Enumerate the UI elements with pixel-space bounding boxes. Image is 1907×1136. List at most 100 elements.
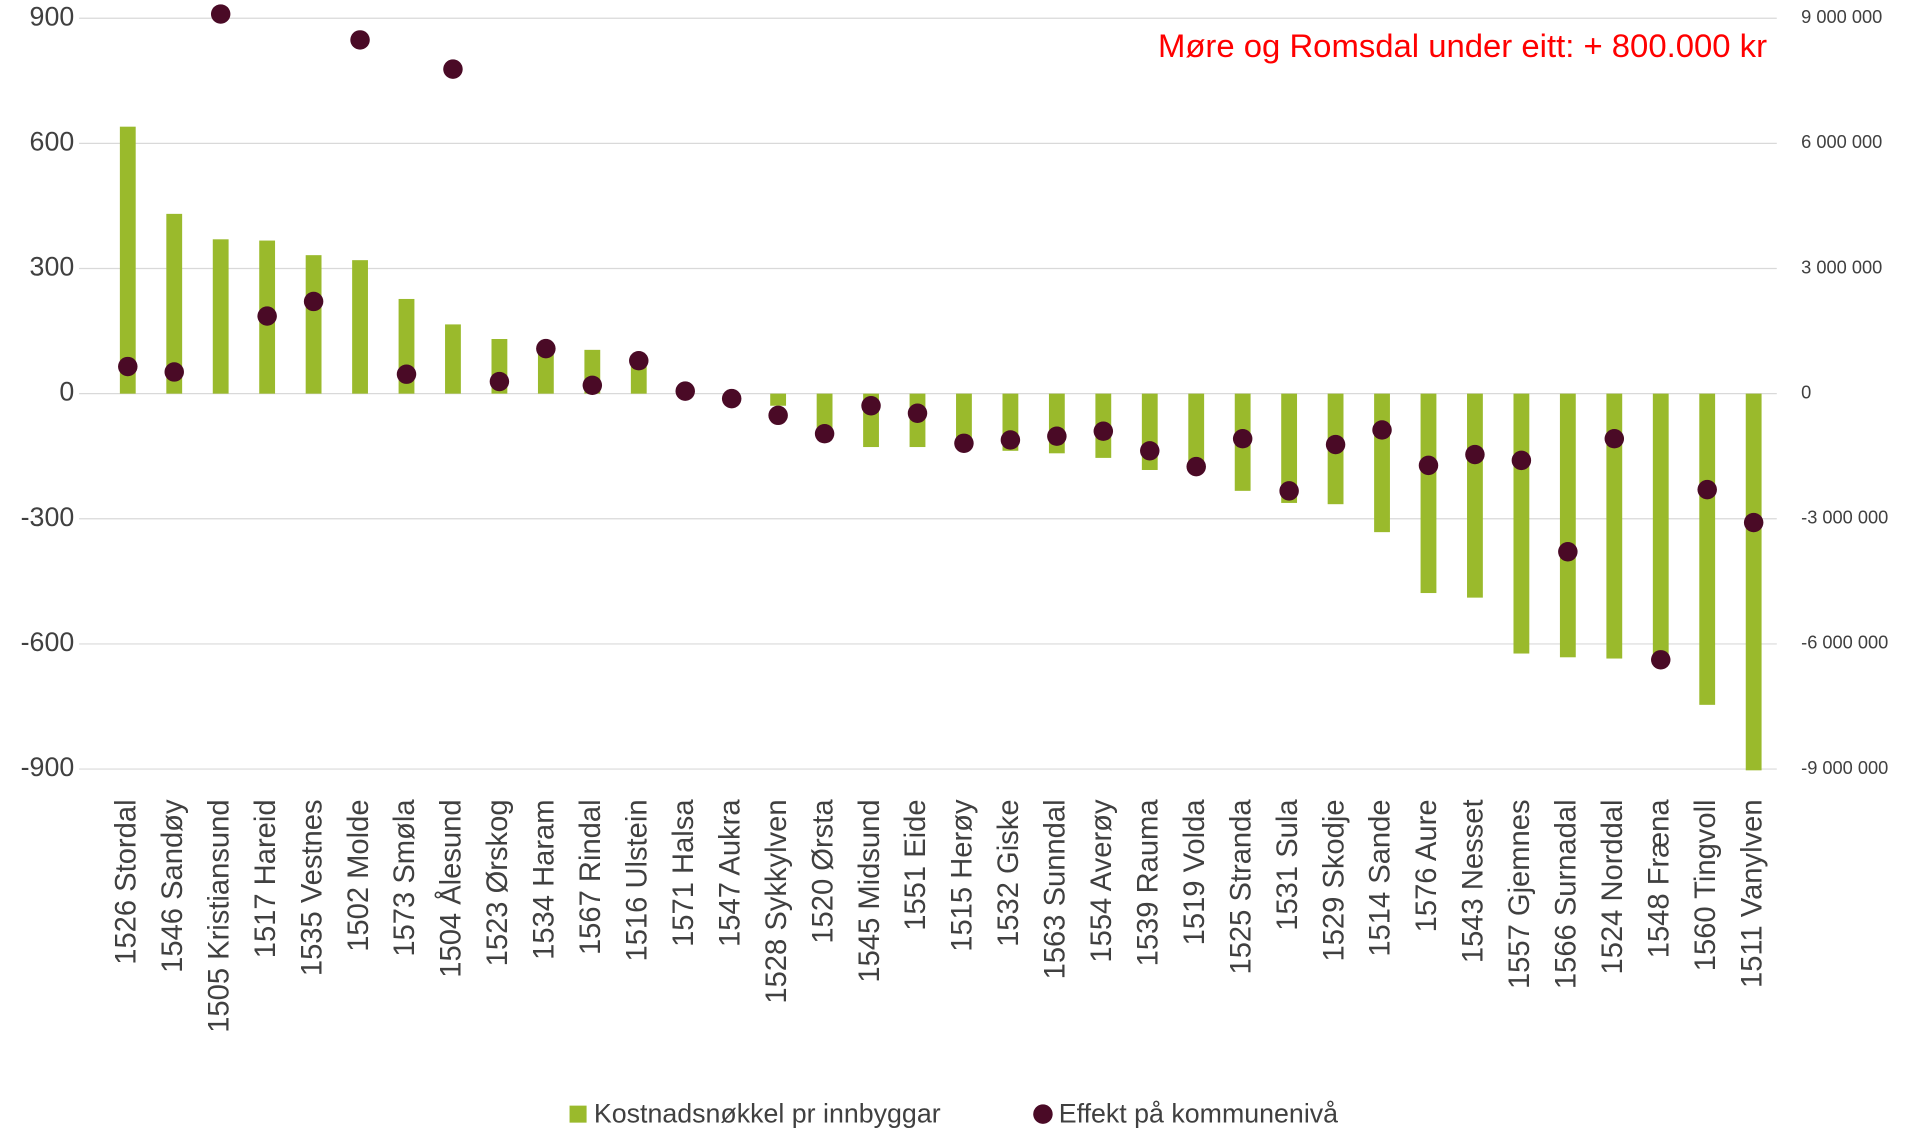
annotation: Møre og Romsdal under eitt: + 800.000 kr bbox=[1158, 27, 1767, 64]
dot bbox=[1140, 441, 1160, 461]
x-tick-label: 1576 Aure bbox=[1411, 799, 1443, 932]
dot bbox=[396, 364, 417, 384]
dot bbox=[675, 381, 695, 401]
x-tick-label: 1519 Volda bbox=[1179, 799, 1211, 946]
y-tick-label: -900 bbox=[21, 752, 75, 782]
dot bbox=[1000, 430, 1021, 450]
dot bbox=[1186, 456, 1206, 477]
dot bbox=[629, 350, 649, 371]
legend-label: Kostnadsnøkkel pr innbyggar bbox=[594, 1098, 941, 1128]
y-tick-label: 900 bbox=[30, 1, 75, 31]
x-tick-label: 1531 Sula bbox=[1272, 799, 1304, 931]
dot bbox=[210, 4, 231, 24]
x-tick-label: 1546 Sandøy bbox=[157, 799, 189, 973]
y2-tick-label: 3 000 000 bbox=[1801, 256, 1882, 277]
dot bbox=[1325, 434, 1346, 455]
x-tick-label: 1535 Vestnes bbox=[296, 799, 328, 976]
bar bbox=[1559, 393, 1576, 658]
bar bbox=[1513, 393, 1530, 654]
dot bbox=[1651, 650, 1671, 670]
dot bbox=[1465, 444, 1485, 465]
bar bbox=[1606, 393, 1623, 659]
bar bbox=[1188, 393, 1205, 471]
x-tick-label: 1529 Skodje bbox=[1318, 799, 1350, 961]
dot bbox=[257, 306, 277, 326]
dot bbox=[118, 356, 138, 377]
x-tick-label: 1551 Eide bbox=[900, 799, 932, 930]
bar bbox=[445, 324, 461, 394]
dot bbox=[1232, 428, 1253, 449]
bar bbox=[119, 126, 136, 394]
bar bbox=[1420, 393, 1437, 594]
x-tick-label: 1534 Haram bbox=[529, 799, 561, 959]
bar bbox=[166, 213, 183, 394]
x-tick-label: 1532 Giske bbox=[993, 799, 1025, 946]
bar bbox=[1281, 393, 1298, 503]
x-tick-label: 1548 Fræna bbox=[1643, 799, 1675, 959]
dot bbox=[303, 291, 324, 312]
x-tick-label: 1502 Molde bbox=[343, 799, 375, 951]
y-tick-label: -300 bbox=[21, 502, 75, 532]
y2-tick-label: -6 000 000 bbox=[1801, 632, 1888, 653]
x-tick-label: 1526 Stordal bbox=[110, 799, 142, 964]
x-tick-label: 1539 Rauma bbox=[1132, 799, 1164, 967]
bar bbox=[352, 260, 368, 394]
legend-swatch bbox=[569, 1105, 587, 1123]
dot bbox=[1418, 455, 1439, 476]
dot bbox=[1558, 542, 1578, 562]
dot bbox=[954, 433, 974, 454]
x-tick-label: 1545 Midsund bbox=[854, 799, 886, 982]
x-tick-label: 1566 Surnadal bbox=[1551, 799, 1583, 989]
y2-tick-label: -3 000 000 bbox=[1801, 507, 1888, 528]
x-tick-label: 1515 Herøy bbox=[947, 799, 979, 952]
legend-label: Effekt på kommunenivå bbox=[1059, 1098, 1338, 1128]
dot bbox=[443, 59, 463, 79]
dot bbox=[1511, 450, 1532, 471]
bar bbox=[537, 347, 554, 394]
x-tick-label: 1523 Ørskog bbox=[482, 799, 514, 966]
x-tick-label: 1563 Sunndal bbox=[1040, 799, 1072, 979]
dot bbox=[489, 371, 510, 392]
y-tick-label: -600 bbox=[21, 627, 75, 657]
x-tick-label: 1543 Nesset bbox=[1458, 799, 1490, 963]
dot bbox=[350, 30, 370, 50]
y2-tick-label: 0 bbox=[1801, 381, 1811, 402]
dot bbox=[768, 405, 788, 426]
bar bbox=[770, 393, 787, 406]
x-tick-label: 1571 Halsa bbox=[668, 799, 700, 947]
y2-tick-label: -9 000 000 bbox=[1801, 757, 1888, 778]
dot bbox=[1093, 421, 1114, 441]
bar bbox=[1699, 393, 1716, 705]
y2-tick-label: 6 000 000 bbox=[1801, 131, 1882, 152]
dot bbox=[721, 388, 742, 409]
dot bbox=[1697, 479, 1717, 500]
y-tick-label: 0 bbox=[59, 377, 74, 407]
x-tick-label: 1504 Ålesund bbox=[435, 799, 468, 977]
y2-tick-label: 9 000 000 bbox=[1801, 6, 1882, 27]
bar bbox=[305, 255, 322, 394]
x-tick-label: 1554 Averøy bbox=[1086, 799, 1118, 963]
dot bbox=[1604, 428, 1625, 449]
x-tick-label: 1560 Tingvoll bbox=[1690, 799, 1722, 971]
y-tick-label: 300 bbox=[30, 252, 75, 282]
dot bbox=[1279, 481, 1299, 501]
bar bbox=[1467, 393, 1483, 598]
dot bbox=[164, 362, 184, 382]
x-tick-label: 1573 Smøla bbox=[389, 799, 421, 957]
dot bbox=[814, 423, 835, 444]
bar bbox=[956, 393, 972, 445]
x-tick-label: 1528 Sykkylven bbox=[761, 799, 793, 1003]
x-tick-label: 1517 Hareid bbox=[250, 799, 282, 958]
x-tick-label: 1557 Gjemnes bbox=[1504, 799, 1536, 989]
dot bbox=[536, 338, 556, 359]
x-tick-label: 1524 Norddal bbox=[1597, 799, 1629, 974]
x-tick-label: 1547 Aukra bbox=[714, 799, 746, 947]
x-tick-label: 1516 Ulstein bbox=[621, 799, 653, 961]
x-tick-label: 1525 Stranda bbox=[1225, 799, 1257, 975]
dot bbox=[861, 396, 881, 416]
x-tick-label: 1514 Sande bbox=[1365, 799, 1397, 956]
dot bbox=[1372, 420, 1392, 440]
bar bbox=[816, 393, 833, 432]
